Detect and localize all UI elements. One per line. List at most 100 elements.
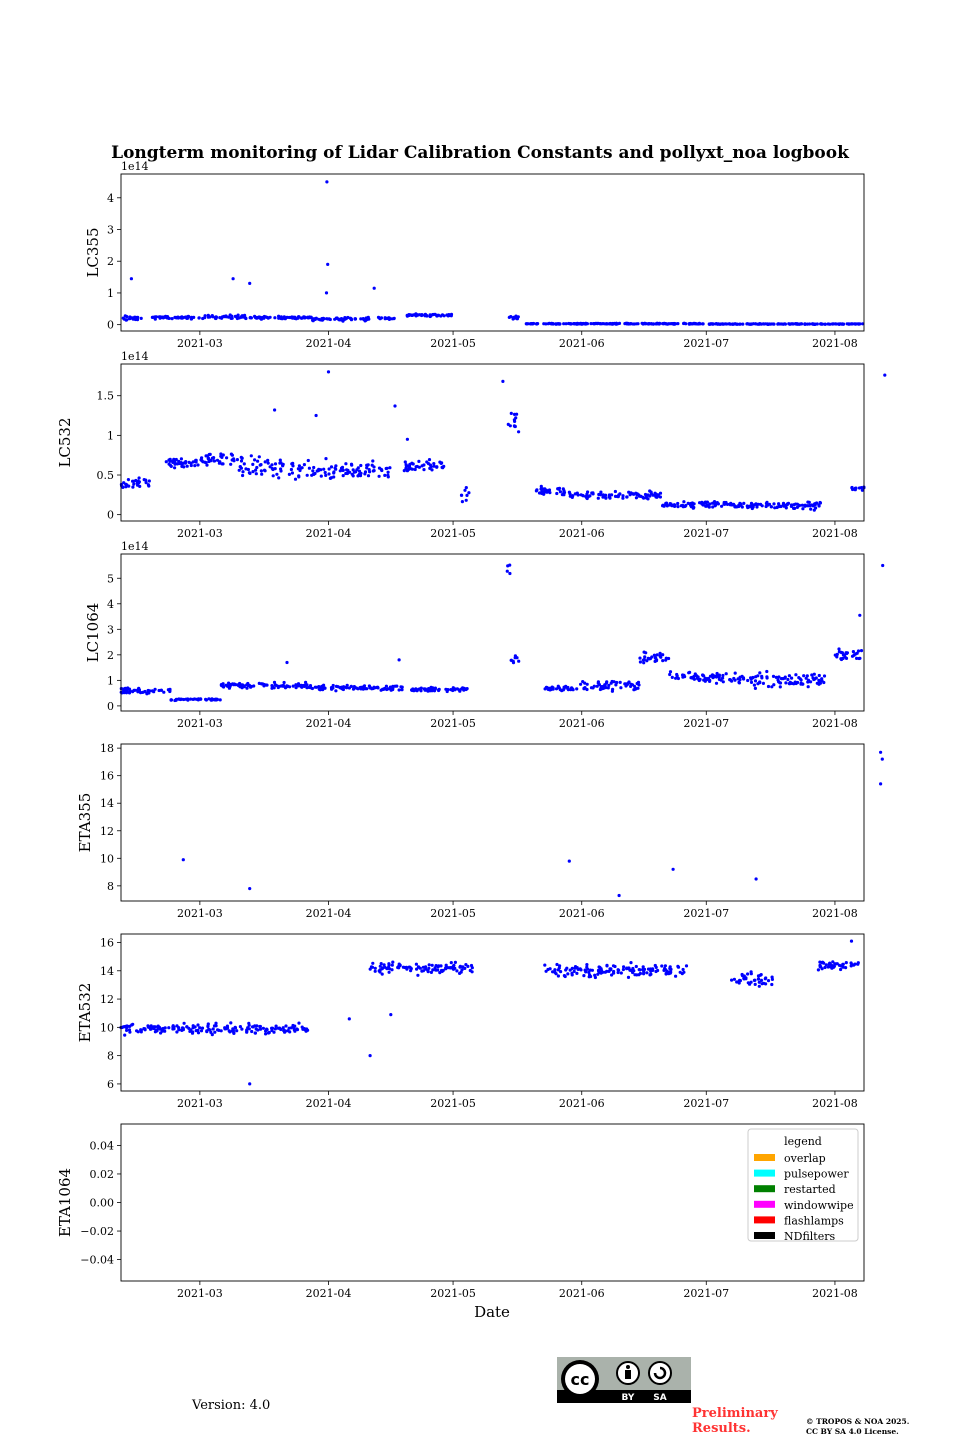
data-point bbox=[711, 505, 715, 509]
y-tick-label: 0 bbox=[107, 700, 114, 713]
data-point bbox=[409, 467, 413, 471]
data-point bbox=[822, 961, 826, 965]
data-point bbox=[314, 316, 318, 320]
data-point bbox=[268, 465, 272, 469]
data-point bbox=[321, 686, 325, 690]
data-point bbox=[803, 322, 807, 326]
data-point bbox=[377, 474, 381, 478]
data-point bbox=[581, 680, 585, 684]
data-point bbox=[339, 318, 343, 322]
data-point bbox=[728, 502, 732, 506]
data-point bbox=[142, 478, 146, 482]
data-point bbox=[749, 972, 753, 976]
data-point bbox=[654, 965, 658, 970]
data-point bbox=[282, 680, 286, 685]
data-point bbox=[581, 493, 585, 498]
data-point bbox=[597, 683, 602, 687]
data-point bbox=[413, 467, 417, 472]
data-point bbox=[557, 487, 561, 491]
axes-frame bbox=[120, 553, 865, 712]
data-point bbox=[515, 656, 519, 660]
data-point bbox=[271, 685, 275, 689]
data-point bbox=[128, 316, 132, 320]
data-point bbox=[642, 496, 646, 500]
data-point bbox=[305, 683, 309, 687]
y-tick-label: 3 bbox=[107, 623, 114, 636]
data-point bbox=[781, 503, 785, 507]
y-tick-label: 1 bbox=[107, 429, 114, 442]
data-point bbox=[189, 697, 193, 701]
data-point bbox=[470, 966, 474, 970]
data-point bbox=[227, 1029, 231, 1033]
data-point bbox=[289, 315, 293, 320]
data-point bbox=[363, 472, 367, 476]
data-point bbox=[795, 505, 800, 509]
data-point bbox=[670, 675, 674, 680]
data-point bbox=[149, 1024, 153, 1028]
data-point bbox=[607, 495, 611, 499]
data-point bbox=[417, 459, 421, 463]
data-point bbox=[152, 1025, 156, 1029]
data-point bbox=[794, 322, 798, 326]
data-point bbox=[756, 682, 760, 686]
data-point bbox=[420, 313, 424, 318]
data-point bbox=[180, 316, 184, 320]
data-point bbox=[206, 1024, 210, 1029]
x-tick-label: 2021-04 bbox=[306, 527, 352, 540]
data-point bbox=[708, 502, 712, 506]
x-tick-label: 2021-04 bbox=[306, 717, 352, 730]
x-tick-label: 2021-05 bbox=[430, 717, 476, 730]
data-point bbox=[749, 676, 753, 680]
data-point bbox=[849, 961, 853, 965]
data-point bbox=[857, 322, 861, 326]
data-point bbox=[311, 317, 315, 321]
data-point bbox=[407, 464, 411, 468]
data-point bbox=[317, 317, 321, 321]
data-point bbox=[834, 962, 839, 966]
data-point bbox=[516, 315, 520, 319]
data-point bbox=[380, 972, 384, 976]
data-point bbox=[599, 685, 603, 690]
data-point bbox=[385, 466, 389, 470]
data-point bbox=[598, 965, 602, 970]
data-point bbox=[230, 316, 234, 320]
data-point bbox=[132, 317, 136, 321]
data-point bbox=[578, 967, 582, 971]
copyright-note: © TROPOS & NOA 2025. CC BY SA 4.0 Licens… bbox=[806, 1417, 909, 1437]
data-point bbox=[508, 571, 512, 576]
data-point bbox=[622, 965, 626, 969]
data-point bbox=[386, 473, 390, 477]
y-axis-label: ETA355 bbox=[76, 793, 94, 853]
data-point bbox=[638, 660, 643, 664]
data-point bbox=[219, 454, 223, 458]
data-point bbox=[517, 430, 521, 434]
y-tick-label: 3 bbox=[107, 224, 114, 237]
data-point bbox=[152, 690, 156, 694]
data-point bbox=[567, 859, 571, 863]
data-point bbox=[432, 464, 436, 468]
data-point bbox=[211, 1027, 215, 1031]
data-point bbox=[223, 1027, 227, 1031]
data-point bbox=[238, 685, 242, 689]
x-tick-label: 2021-03 bbox=[177, 907, 223, 920]
data-point bbox=[558, 964, 562, 968]
legend-label-restarted: restarted bbox=[784, 1183, 836, 1196]
data-point bbox=[302, 315, 306, 319]
data-point bbox=[175, 316, 179, 320]
data-point bbox=[307, 466, 311, 470]
x-tick-label: 2021-08 bbox=[812, 527, 858, 540]
data-point bbox=[271, 467, 275, 472]
data-point bbox=[371, 961, 375, 965]
data-point bbox=[239, 459, 244, 463]
data-point bbox=[755, 503, 759, 507]
data-point bbox=[204, 461, 208, 465]
data-point bbox=[776, 322, 781, 326]
data-point bbox=[611, 964, 616, 968]
data-point bbox=[733, 322, 737, 326]
data-point bbox=[355, 468, 359, 472]
data-point bbox=[415, 967, 419, 971]
data-point bbox=[173, 466, 177, 470]
data-point bbox=[557, 322, 561, 326]
data-point bbox=[822, 680, 826, 685]
x-tick-label: 2021-05 bbox=[430, 1287, 476, 1300]
